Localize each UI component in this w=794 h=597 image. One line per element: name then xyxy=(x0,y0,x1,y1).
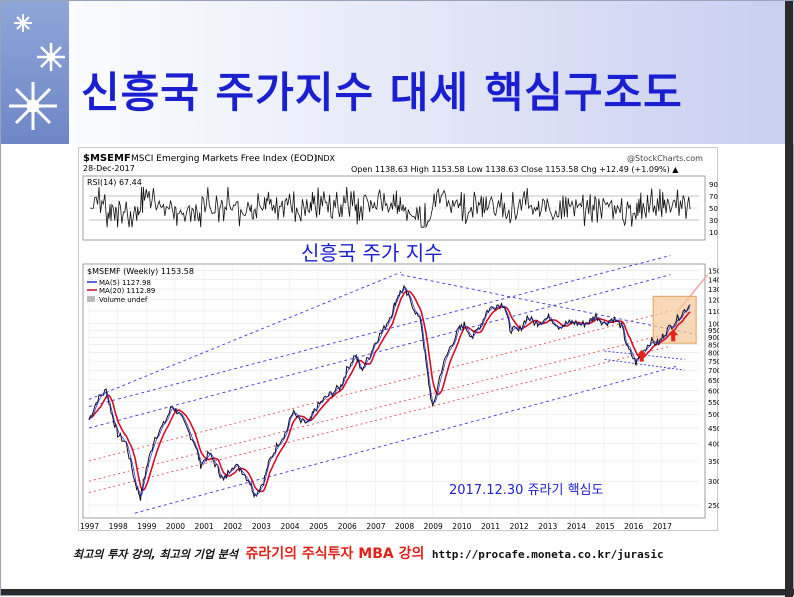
y-tick-label: 900 xyxy=(708,334,719,342)
title-band xyxy=(1,1,794,144)
y-tick-label: 250 xyxy=(708,502,719,510)
x-tick-label: 2010 xyxy=(452,522,471,531)
chart-symbol: $MSEMF xyxy=(83,153,131,164)
x-tick-label: 2014 xyxy=(567,522,586,531)
x-tick-label: 2013 xyxy=(538,522,557,531)
chart-quote: Open 1138.63 High 1153.58 Low 1138.63 Cl… xyxy=(351,165,679,174)
legend-ma20: MA(20) 1112.89 xyxy=(99,287,155,295)
chart-canvas: $MSEMF MSCI Emerging Markets Free Index … xyxy=(80,153,726,531)
shadow-right xyxy=(785,1,793,597)
stock-chart: $MSEMF MSCI Emerging Markets Free Index … xyxy=(78,147,726,531)
channel-line xyxy=(604,358,685,371)
x-tick-label: 2012 xyxy=(510,522,529,531)
annotation-date: 2017.12.30 쥬라기 핵심도 xyxy=(449,483,603,498)
x-tick-label: 2006 xyxy=(338,522,357,531)
chart-exchange: INDX xyxy=(315,154,336,163)
x-tick-label: 2007 xyxy=(366,522,385,531)
x-tick-label: 2011 xyxy=(481,522,500,531)
rsi-line xyxy=(90,186,691,229)
x-tick-label: 2016 xyxy=(624,522,643,531)
y-tick-label: 1300 xyxy=(708,286,719,294)
y-tick-label: 1000 xyxy=(708,320,719,328)
ma5-line xyxy=(88,287,691,498)
y-tick-label: 700 xyxy=(708,367,719,375)
rsi-label: RSI(14) 67.44 xyxy=(87,178,142,187)
shadow-bottom xyxy=(1,589,794,595)
decor-strip xyxy=(1,1,69,144)
x-tick-label: 2004 xyxy=(280,522,299,531)
legend-volume: Volume undef xyxy=(99,296,148,304)
channel-line xyxy=(88,255,671,408)
y-tick-label: 500 xyxy=(708,411,719,419)
x-tick-label: 1998 xyxy=(109,522,128,531)
y-tick-label: 850 xyxy=(708,342,719,350)
y-tick-label: 950 xyxy=(708,327,719,335)
y-tick-label: 400 xyxy=(708,440,719,448)
channel-line xyxy=(401,274,697,335)
chart-date: 28-Dec-2017 xyxy=(83,164,135,173)
rsi-tick-label: 10 xyxy=(709,229,718,237)
y-tick-label: 450 xyxy=(708,425,719,433)
x-tick-label: 2005 xyxy=(309,522,328,531)
price-grid xyxy=(88,266,699,516)
x-tick-label: 2002 xyxy=(223,522,242,531)
snowflake-icon xyxy=(9,82,57,130)
rsi-tick-label: 90 xyxy=(709,181,718,189)
x-tick-label: 2000 xyxy=(166,522,185,531)
y-tick-label: 1100 xyxy=(708,308,719,316)
annotation-title: 신흥국 주가 지수 xyxy=(301,241,443,265)
footer-tagline: 최고의 투자 강의, 최고의 기업 분석 xyxy=(73,548,239,561)
x-tick-label: 2015 xyxy=(595,522,614,531)
slide-title: 신흥국 주가지수 대세 핵심구조도 xyxy=(81,68,683,117)
x-tick-label: 1997 xyxy=(80,522,99,531)
footer: 최고의 투자 강의, 최고의 기업 분석 쥬라기의 주식투자 MBA 강의 ht… xyxy=(73,543,664,563)
y-tick-label: 800 xyxy=(708,350,719,358)
up-arrow-icon xyxy=(668,329,679,342)
channel-line xyxy=(88,274,671,429)
y-tick-label: 650 xyxy=(708,377,719,385)
x-tick-label: 2008 xyxy=(395,522,414,531)
snowflake-icon xyxy=(37,43,65,71)
rsi-tick-label: 70 xyxy=(709,193,718,201)
rsi-tick-label: 50 xyxy=(709,205,718,213)
y-tick-label: 1400 xyxy=(708,276,719,284)
channel-line xyxy=(88,271,402,400)
x-tick-label: 1999 xyxy=(137,522,156,531)
up-arrow-icon xyxy=(636,349,647,362)
x-tick-label: 2017 xyxy=(653,522,672,531)
snowflake-icon xyxy=(14,14,32,32)
y-tick-label: 350 xyxy=(708,458,719,466)
legend-ma5: MA(5) 1127.98 xyxy=(99,279,151,287)
price-legend: MA(5) 1127.98 MA(20) 1112.89 Volume unde… xyxy=(87,279,155,304)
y-tick-label: 600 xyxy=(708,387,719,395)
price-line xyxy=(88,284,691,501)
footer-course: 쥬라기의 주식투자 MBA 강의 xyxy=(245,546,425,562)
channel-line xyxy=(88,310,671,462)
price-panel xyxy=(82,263,706,519)
y-tick-label: 550 xyxy=(708,399,719,407)
time-axis: 1997 1998 1999 2000 2001 2002 2003 2004 2005 2006… xyxy=(80,522,672,531)
x-tick-label: 2001 xyxy=(195,522,214,531)
rsi-tick-label: 30 xyxy=(709,217,718,225)
x-tick-label: 2009 xyxy=(424,522,443,531)
y-tick-label: 1500 xyxy=(708,267,719,275)
chart-index-name: MSCI Emerging Markets Free Index (EOD) xyxy=(131,154,317,164)
x-tick-label: 2003 xyxy=(252,522,271,531)
chart-source: @StockCharts.com xyxy=(627,154,703,163)
price-label: $MSEMF (Weekly) 1153.58 xyxy=(87,267,194,276)
up-arrow-icons xyxy=(636,329,679,362)
y-tick-label: 300 xyxy=(708,478,719,486)
y-tick-label: 750 xyxy=(708,358,719,366)
footer-url[interactable]: http://procafe.moneta.co.kr/jurasic xyxy=(431,548,664,561)
